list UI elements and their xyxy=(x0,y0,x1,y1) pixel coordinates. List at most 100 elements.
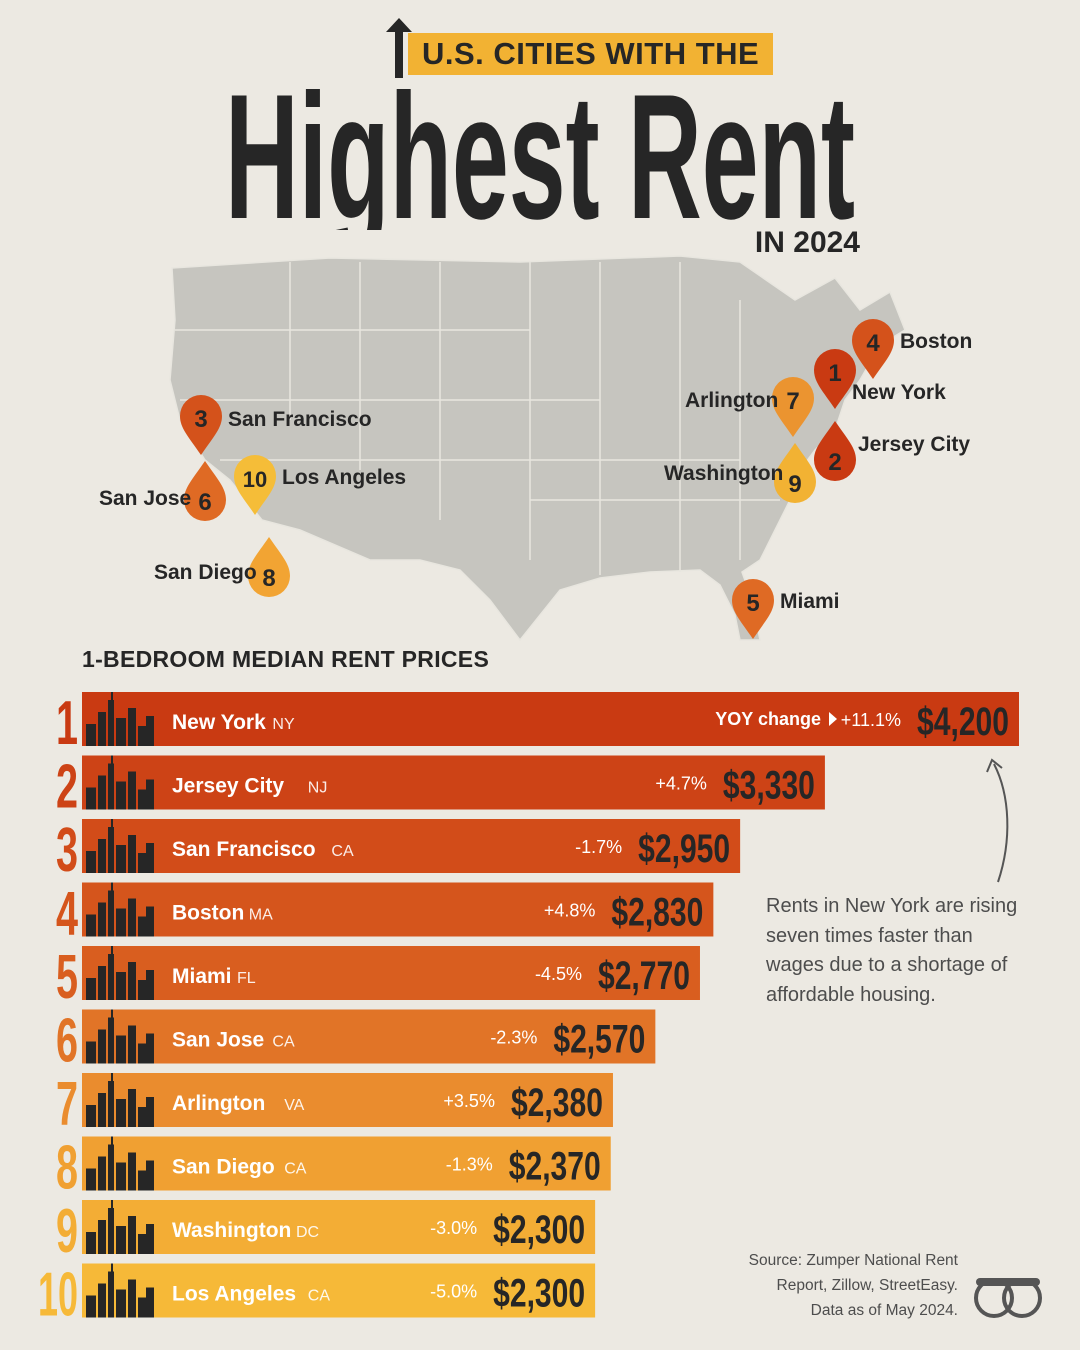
city-label-8: Washington xyxy=(172,1219,291,1242)
skyline-icon-2 xyxy=(86,819,154,873)
value-label-5: $2,570 xyxy=(553,1018,645,1062)
value-label-9: $2,300 xyxy=(493,1272,585,1316)
state-label-3: MA xyxy=(249,907,273,924)
city-label-4: Miami xyxy=(172,965,232,988)
skyline-icon-4 xyxy=(86,946,154,1000)
rank-label-5: 5 xyxy=(56,943,78,1012)
yoy-label-7: -1.3% xyxy=(446,1155,493,1175)
map-pin-6: 6 xyxy=(184,461,226,521)
rank-label-9: 9 xyxy=(56,1197,78,1266)
city-label-6: Arlington xyxy=(172,1092,265,1115)
city-label-5: San Jose xyxy=(172,1029,264,1052)
skyline-icon-0 xyxy=(86,692,154,746)
map-label-new-york: New York xyxy=(852,381,946,404)
map-pin-5: 5 xyxy=(732,579,774,639)
rank-label-2: 2 xyxy=(56,753,78,822)
bar-1 xyxy=(82,755,825,810)
svg-text:8: 8 xyxy=(262,565,275,592)
svg-text:3: 3 xyxy=(194,406,207,433)
us-map xyxy=(169,255,906,642)
yoy-label-1: +4.7% xyxy=(655,774,707,794)
visual-capitalist-logo-icon xyxy=(974,1278,1042,1318)
source-line-1: Source: Zumper National Rent xyxy=(748,1252,958,1269)
state-label-9: CA xyxy=(308,1288,331,1305)
yoy-label-5: -2.3% xyxy=(490,1028,537,1048)
state-label-1: NJ xyxy=(308,780,328,797)
triangle-right-icon xyxy=(829,712,837,726)
yoy-label-0: +11.1% xyxy=(841,710,901,730)
map-pin-3: 3 xyxy=(180,395,222,455)
rank-label-8: 8 xyxy=(56,1134,78,1203)
skyline-icon-9 xyxy=(86,1263,154,1318)
bar-5 xyxy=(82,1009,656,1064)
value-label-8: $2,300 xyxy=(493,1208,585,1252)
map-state-lines xyxy=(175,262,780,575)
skyline-icon-7 xyxy=(86,1136,154,1191)
yoy-label-3: +4.8% xyxy=(544,901,596,921)
rank-label-4: 4 xyxy=(56,880,78,949)
state-label-4: FL xyxy=(237,970,256,987)
yoy-label-6: +3.5% xyxy=(443,1091,495,1111)
yoy-label-8: -3.0% xyxy=(430,1218,477,1238)
value-label-2: $2,950 xyxy=(638,827,730,871)
svg-text:10: 10 xyxy=(243,467,267,492)
source-note: Source: Zumper National Rent Report, Zil… xyxy=(740,1248,958,1323)
svg-text:9: 9 xyxy=(788,471,801,498)
value-label-6: $2,380 xyxy=(511,1081,603,1125)
svg-text:6: 6 xyxy=(198,489,211,516)
city-label-1: Jersey City xyxy=(172,775,284,798)
map-pin-9: 9 xyxy=(774,443,816,503)
skyline-icon-8 xyxy=(86,1200,154,1254)
rank-label-6: 6 xyxy=(56,1007,78,1076)
chart-title: 1-BEDROOM MEDIAN RENT PRICES xyxy=(82,646,490,672)
bar-3 xyxy=(82,882,714,937)
map-pin-8: 8 xyxy=(248,537,290,597)
header-up-arrow-icon xyxy=(386,18,412,78)
yoy-change-caption: YOY change xyxy=(715,709,821,729)
city-label-0: New York xyxy=(172,711,266,734)
svg-text:7: 7 xyxy=(786,388,799,415)
map-label-arlington: Arlington xyxy=(685,389,779,412)
annotation-arrow-icon xyxy=(986,758,1009,883)
annotation-text: Rents in New York are rising seven times… xyxy=(766,895,1018,1006)
map-label-miami: Miami xyxy=(780,590,840,613)
state-label-8: DC xyxy=(296,1224,319,1241)
rank-label-1: 1 xyxy=(56,689,78,758)
title-year: IN 2024 xyxy=(754,226,860,259)
map-label-boston: Boston xyxy=(900,330,973,353)
page-title: Highest Rent xyxy=(225,70,855,230)
bar-7 xyxy=(82,1136,611,1191)
rank-label-7: 7 xyxy=(56,1070,78,1139)
map-label-san-diego: San Diego xyxy=(154,561,257,584)
value-label-3: $2,830 xyxy=(611,891,703,935)
map-pin-10: 10 xyxy=(234,455,276,515)
map-label-san-francisco: San Francisco xyxy=(228,408,372,431)
source-line-2: Report, Zillow, StreetEasy. xyxy=(776,1277,958,1294)
city-label-3: Boston xyxy=(172,902,244,925)
skyline-icon-5 xyxy=(86,1009,154,1064)
map-pin-2: 2 xyxy=(814,421,856,481)
svg-text:2: 2 xyxy=(828,449,841,476)
svg-text:4: 4 xyxy=(866,330,880,357)
bar-9 xyxy=(82,1263,596,1318)
map-pin-4: 4 xyxy=(852,319,894,379)
map-pin-7: 7 xyxy=(772,377,814,437)
title-kicker: U.S. CITIES WITH THE xyxy=(408,33,774,75)
bar-0 xyxy=(82,692,1019,746)
map-label-san-jose: San Jose xyxy=(99,487,192,510)
value-label-0: $4,200 xyxy=(917,700,1009,744)
map-pin-1: 1 xyxy=(814,349,856,409)
city-label-7: San Diego xyxy=(172,1156,275,1179)
value-label-1: $3,330 xyxy=(723,764,815,808)
source-line-3: Data as of May 2024. xyxy=(810,1302,958,1319)
state-label-7: CA xyxy=(284,1161,307,1178)
state-label-2: CA xyxy=(331,843,354,860)
yoy-label-2: -1.7% xyxy=(575,837,622,857)
city-label-2: San Francisco xyxy=(172,838,316,861)
state-label-0: NY xyxy=(272,716,295,733)
value-label-4: $2,770 xyxy=(598,954,690,998)
state-label-5: CA xyxy=(272,1034,295,1051)
bar-8 xyxy=(82,1200,596,1254)
svg-text:5: 5 xyxy=(746,590,759,617)
